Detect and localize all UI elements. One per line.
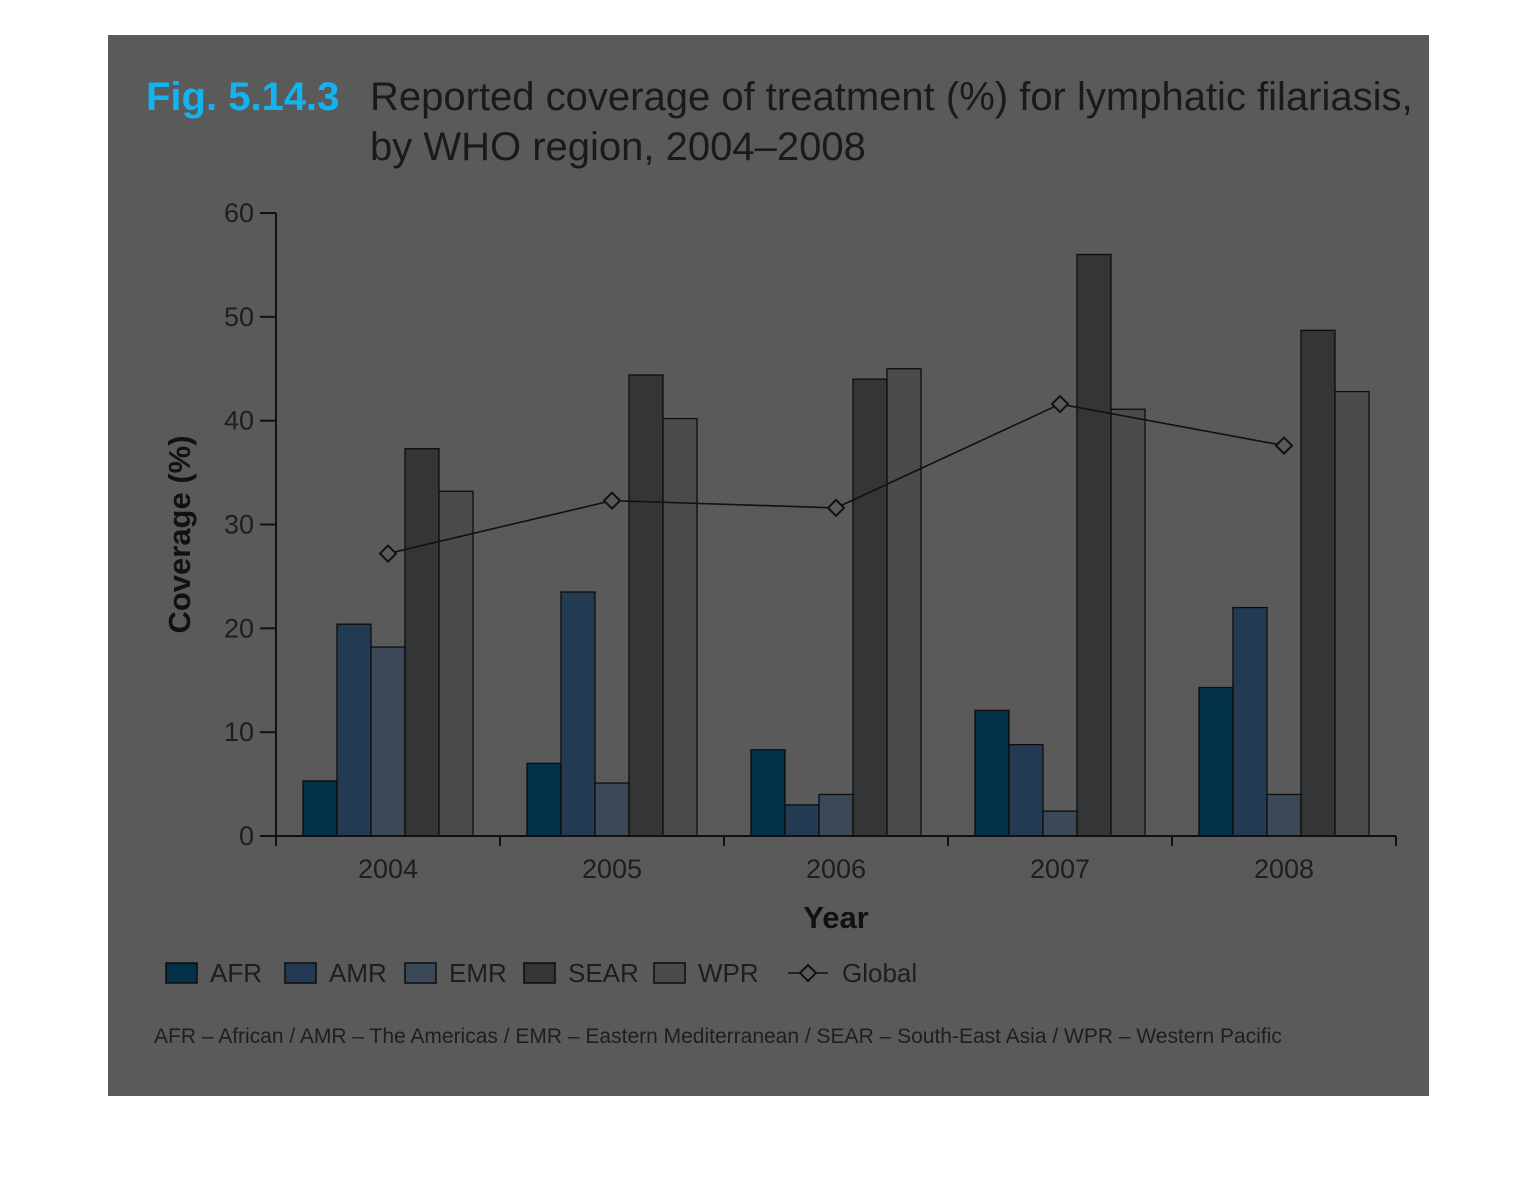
bar-wpr-2007: [1110, 408, 1146, 837]
global-line: [387, 403, 1285, 555]
legend-label-wpr: WPR: [698, 958, 759, 988]
bar-sear-2007: [1076, 253, 1112, 837]
y-tick-label: 30: [224, 510, 254, 540]
bar-emr-2005: [594, 782, 630, 837]
x-tick-label: 2008: [1254, 854, 1314, 884]
bar-afr-2006: [750, 749, 786, 837]
global-point-2004: [378, 544, 398, 563]
bar-wpr-2004: [438, 490, 474, 837]
legend-label-global: Global: [842, 958, 917, 988]
legend-label-afr: AFR: [210, 958, 262, 988]
y-axis-title: Coverage (%): [162, 435, 197, 633]
bar-sear-2006: [852, 378, 888, 837]
legend-swatch-amr: [284, 962, 317, 984]
global-line-series: [378, 394, 1294, 563]
bar-amr-2005: [560, 591, 596, 837]
global-point-2005: [602, 491, 622, 511]
axes: 0 10 20 30 40 50 60 2004 2005 2006 2007 2008: [224, 198, 1397, 884]
x-tick-label: 2004: [358, 854, 418, 884]
bar-wpr-2005: [662, 417, 698, 837]
legend-label-amr: AMR: [329, 958, 387, 988]
bar-afr-2007: [974, 709, 1010, 837]
chart-title-line2: by WHO region, 2004–2008: [370, 125, 866, 169]
y-tick-label: 60: [224, 198, 254, 228]
bar-afr-2004: [302, 780, 338, 837]
bar-amr-2004: [336, 623, 372, 837]
global-point-2006: [826, 498, 846, 518]
x-axis-title: Year: [803, 900, 869, 935]
legend-label-sear: SEAR: [568, 958, 639, 988]
bar-wpr-2006: [886, 368, 922, 837]
footnote: AFR – African / AMR – The Americas / EMR…: [154, 1025, 1282, 1048]
global-point-2008: [1274, 436, 1294, 456]
figure-panel: Fig. 5.14.3 Reported coverage of treatme…: [108, 35, 1429, 1096]
x-tick-label: 2007: [1030, 854, 1090, 884]
global-point-2007: [1050, 394, 1070, 414]
y-tick-label: 20: [224, 613, 254, 643]
bar-emr-2004: [370, 646, 406, 837]
bar-sear-2004: [404, 448, 440, 837]
legend-label-emr: EMR: [449, 958, 507, 988]
bar-emr-2007: [1042, 810, 1078, 837]
y-tick-label: 10: [224, 717, 254, 747]
bar-group: [302, 253, 1370, 837]
bar-amr-2007: [1008, 743, 1044, 837]
y-tick-label: 0: [239, 821, 254, 851]
coverage-bar-chart: Fig. 5.14.3 Reported coverage of treatme…: [146, 75, 1413, 1048]
figure-label: Fig. 5.14.3: [146, 75, 339, 119]
legend-swatch-sear: [523, 962, 556, 984]
chart-title-line1: Reported coverage of treatment (%) for l…: [370, 75, 1413, 119]
bar-amr-2006: [784, 804, 820, 837]
y-tick-label: 50: [224, 302, 254, 332]
bar-sear-2008: [1300, 329, 1336, 837]
bar-wpr-2008: [1334, 390, 1370, 837]
bar-afr-2008: [1198, 686, 1234, 837]
bar-amr-2008: [1232, 606, 1268, 837]
legend: AFR AMR EMR SEAR WPR Global: [165, 958, 917, 988]
bar-emr-2008: [1266, 793, 1302, 837]
bar-afr-2005: [526, 762, 562, 837]
legend-swatch-emr: [404, 962, 437, 984]
legend-swatch-wpr: [653, 962, 686, 984]
x-tick-label: 2006: [806, 854, 866, 884]
bar-sear-2005: [628, 374, 664, 837]
legend-global-marker: [798, 963, 818, 983]
bar-emr-2006: [818, 793, 854, 837]
y-tick-label: 40: [224, 406, 254, 436]
x-tick-label: 2005: [582, 854, 642, 884]
legend-swatch-afr: [165, 962, 198, 984]
